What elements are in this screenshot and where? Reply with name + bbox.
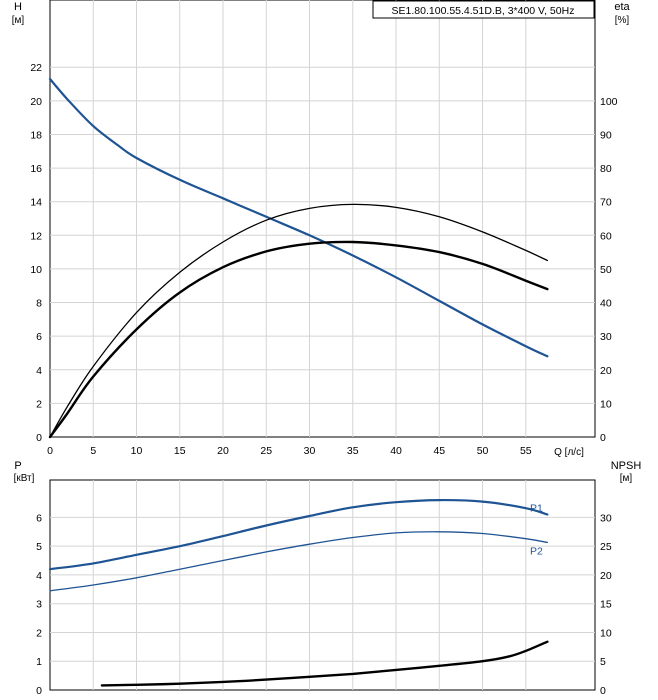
series-label-P1: P1 xyxy=(530,503,543,515)
x-tick-label: 35 xyxy=(347,445,359,457)
right-tick-label: 5 xyxy=(600,656,606,668)
x-tick-label: 30 xyxy=(304,445,316,457)
chart-title: SE1.80.100.55.4.51D.B, 3*400 V, 50Hz xyxy=(392,5,575,17)
right-tick-label: 10 xyxy=(600,398,612,410)
left-tick-label: 0 xyxy=(36,685,42,697)
bottom-series-line-2 xyxy=(100,640,549,687)
bottom-series-line-0 xyxy=(48,498,549,571)
x-tick-label: 20 xyxy=(217,445,229,457)
left-tick-label: 8 xyxy=(36,298,42,310)
left-tick-label: 4 xyxy=(36,570,42,582)
eta-axis-unit: [%] xyxy=(615,15,630,26)
left-tick-label: 18 xyxy=(30,129,42,141)
left-tick-label: 5 xyxy=(36,541,42,553)
right-tick-label: 15 xyxy=(600,599,612,611)
top-series-line-2 xyxy=(48,240,549,439)
head-efficiency-ticks: 0 5 10 15 20 25 30 35 40 45 50 55 0 2 4 6 8 10 12 14 16 18 20 2… xyxy=(30,62,617,457)
right-tick-label: 25 xyxy=(600,541,612,553)
power-npsh-panel: 0 1 2 3 4 5 6 0 5 10 15 20 25 30 P1 P2 P [кВт] NPSH [м… xyxy=(14,460,642,697)
right-tick-label: 10 xyxy=(600,627,612,639)
right-tick-label: 80 xyxy=(600,163,612,175)
x-tick-label: 25 xyxy=(260,445,272,457)
head-axis-unit: [м] xyxy=(12,15,25,26)
left-tick-label: 2 xyxy=(36,398,42,410)
x-tick-label: 40 xyxy=(390,445,402,457)
eta-axis-label: eta xyxy=(614,1,630,13)
head-efficiency-plot-area xyxy=(49,0,596,438)
power-axis-unit: [кВт] xyxy=(14,473,35,484)
flow-axis-label: Q [л/с] xyxy=(554,447,584,458)
x-tick-label: 5 xyxy=(90,445,96,457)
power-npsh-grid xyxy=(50,480,595,690)
top-series-line-0 xyxy=(48,77,549,358)
right-tick-label: 0 xyxy=(600,685,606,697)
left-tick-label: 20 xyxy=(30,96,42,108)
left-tick-label: 14 xyxy=(30,197,42,209)
right-tick-label: 30 xyxy=(600,331,612,343)
right-tick-label: 20 xyxy=(600,365,612,377)
left-tick-label: 4 xyxy=(36,365,42,377)
x-tick-label: 15 xyxy=(174,445,186,457)
right-tick-label: 0 xyxy=(600,432,606,444)
left-tick-label: 6 xyxy=(36,512,42,524)
right-tick-label: 20 xyxy=(600,570,612,582)
x-tick-label: 45 xyxy=(433,445,445,457)
head-axis-label: H xyxy=(14,1,22,13)
power-npsh-series: P1 P2 xyxy=(48,498,549,687)
right-tick-label: 90 xyxy=(600,129,612,141)
x-tick-label: 10 xyxy=(131,445,143,457)
right-tick-label: 50 xyxy=(600,264,612,276)
left-tick-label: 2 xyxy=(36,627,42,639)
head-efficiency-series xyxy=(48,77,549,439)
x-tick-label: 0 xyxy=(47,445,53,457)
right-tick-label: 40 xyxy=(600,298,612,310)
x-tick-label: 50 xyxy=(477,445,489,457)
right-tick-label: 60 xyxy=(600,230,612,242)
x-tick-label: 55 xyxy=(520,445,532,457)
top-series-line-1 xyxy=(49,203,549,438)
right-tick-label: 100 xyxy=(600,96,618,108)
head-efficiency-panel: 0 5 10 15 20 25 30 35 40 45 50 55 0 2 4 6 8 10 12 14 16 18 20 2… xyxy=(12,0,631,458)
left-tick-label: 0 xyxy=(36,432,42,444)
left-tick-label: 6 xyxy=(36,331,42,343)
series-label-P2: P2 xyxy=(530,545,543,557)
bottom-series-line-1 xyxy=(49,531,549,592)
chart-title-box: SE1.80.100.55.4.51D.B, 3*400 V, 50Hz xyxy=(372,0,595,19)
power-npsh-plot-area xyxy=(49,479,596,691)
left-tick-label: 1 xyxy=(36,656,42,668)
npsh-axis-unit: [м] xyxy=(620,473,633,484)
right-tick-label: 30 xyxy=(600,512,612,524)
left-tick-label: 16 xyxy=(30,163,42,175)
left-tick-label: 12 xyxy=(30,230,42,242)
left-tick-label: 22 xyxy=(30,62,42,74)
left-tick-label: 10 xyxy=(30,264,42,276)
power-npsh-ticks: 0 1 2 3 4 5 6 0 5 10 15 20 25 30 xyxy=(36,512,612,697)
power-axis-label: P xyxy=(14,460,21,472)
right-tick-label: 70 xyxy=(600,197,612,209)
left-tick-label: 3 xyxy=(36,599,42,611)
npsh-axis-label: NPSH xyxy=(611,460,642,472)
